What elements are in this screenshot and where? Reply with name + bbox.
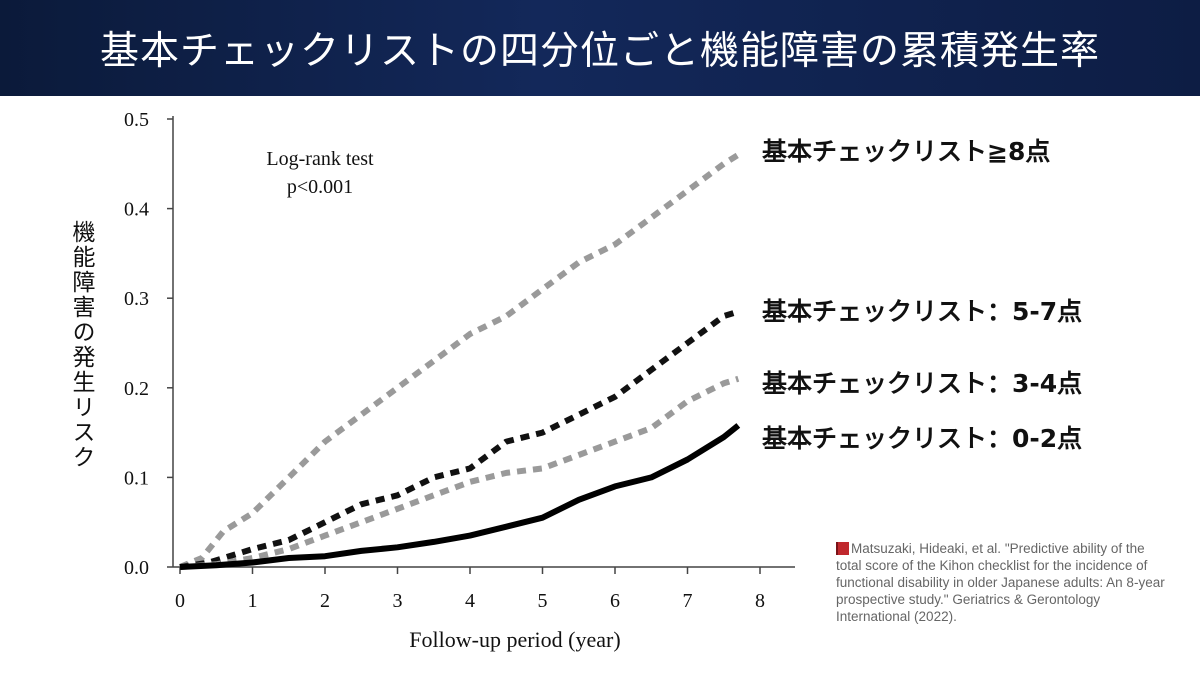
y-tick-label: 0.3 — [124, 288, 149, 310]
x-tick-label: 2 — [320, 590, 330, 612]
y-tick-label: 0.2 — [124, 378, 149, 400]
series-line-1 — [179, 308, 740, 570]
y-axis-label: 機能障害の発生リスク — [68, 220, 94, 470]
x-tick-label: 1 — [248, 590, 258, 612]
y-tick-label: 0.0 — [124, 557, 149, 579]
series-line-2 — [179, 375, 740, 570]
y-tick-label: 0.1 — [124, 467, 149, 489]
x-tick-label: 5 — [538, 590, 548, 612]
book-icon — [836, 542, 849, 555]
page-title: 基本チェックリストの四分位ごと機能障害の累積発生率 — [99, 29, 1100, 74]
x-tick-label: 3 — [393, 590, 403, 612]
x-axis-title: Follow-up period (year) — [409, 627, 620, 652]
km-chart: 0.0 0.1 0.2 0.3 0.4 0.5 0 1 2 3 4 5 6 7 8 Follow-up per… — [124, 109, 795, 652]
logrank-annotation: p<0.001 — [287, 176, 353, 198]
title-bar: 基本チェックリストの四分位ごと機能障害の累積発生率 — [0, 0, 1200, 96]
x-tick-label: 0 — [175, 590, 185, 612]
x-tick-label: 8 — [755, 590, 765, 612]
y-tick-label: 0.5 — [124, 109, 149, 131]
logrank-annotation: Log-rank test — [266, 148, 374, 170]
series-label-5-7: 基本チェックリスト：5-7点 — [762, 297, 1083, 326]
x-tick-label: 6 — [610, 590, 620, 612]
y-tick-label: 0.4 — [124, 199, 149, 221]
citation-text: Matsuzaki, Hideaki, et al. "Predictive a… — [836, 541, 1165, 624]
x-tick-label: 4 — [465, 590, 475, 612]
series-line-3 — [179, 423, 741, 570]
series-label-3-4: 基本チェックリスト：3-4点 — [762, 369, 1083, 398]
x-tick-label: 7 — [683, 590, 693, 612]
series-line-0 — [178, 152, 740, 570]
series-label-8plus: 基本チェックリスト≧8点 — [762, 137, 1051, 166]
citation: Matsuzaki, Hideaki, et al. "Predictive a… — [836, 540, 1166, 625]
series-label-0-2: 基本チェックリスト：0-2点 — [762, 424, 1083, 453]
